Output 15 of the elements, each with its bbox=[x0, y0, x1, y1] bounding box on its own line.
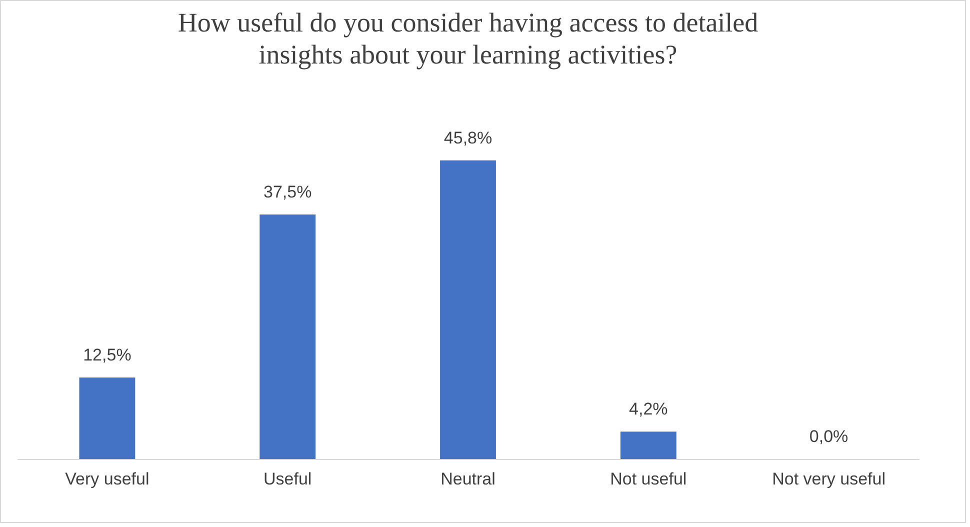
bar bbox=[260, 214, 316, 459]
x-tick-label: Neutral bbox=[440, 470, 496, 488]
bar bbox=[440, 160, 496, 459]
data-label: 0,0% bbox=[809, 427, 848, 446]
data-label: 37,5% bbox=[264, 182, 312, 202]
x-tick-label: Very useful bbox=[65, 470, 150, 488]
data-label: 45,8% bbox=[444, 128, 492, 148]
data-label: 12,5% bbox=[83, 346, 132, 364]
x-tick-label: Not very useful bbox=[772, 470, 886, 488]
chart-title: How useful do you consider having access to detailed insights about your learning activities? bbox=[178, 7, 759, 70]
bar bbox=[620, 432, 676, 459]
data-label: 4,2% bbox=[629, 400, 668, 419]
x-tick-label: Useful bbox=[264, 470, 312, 488]
x-tick-label: Not useful bbox=[610, 470, 687, 488]
bar bbox=[79, 378, 136, 459]
